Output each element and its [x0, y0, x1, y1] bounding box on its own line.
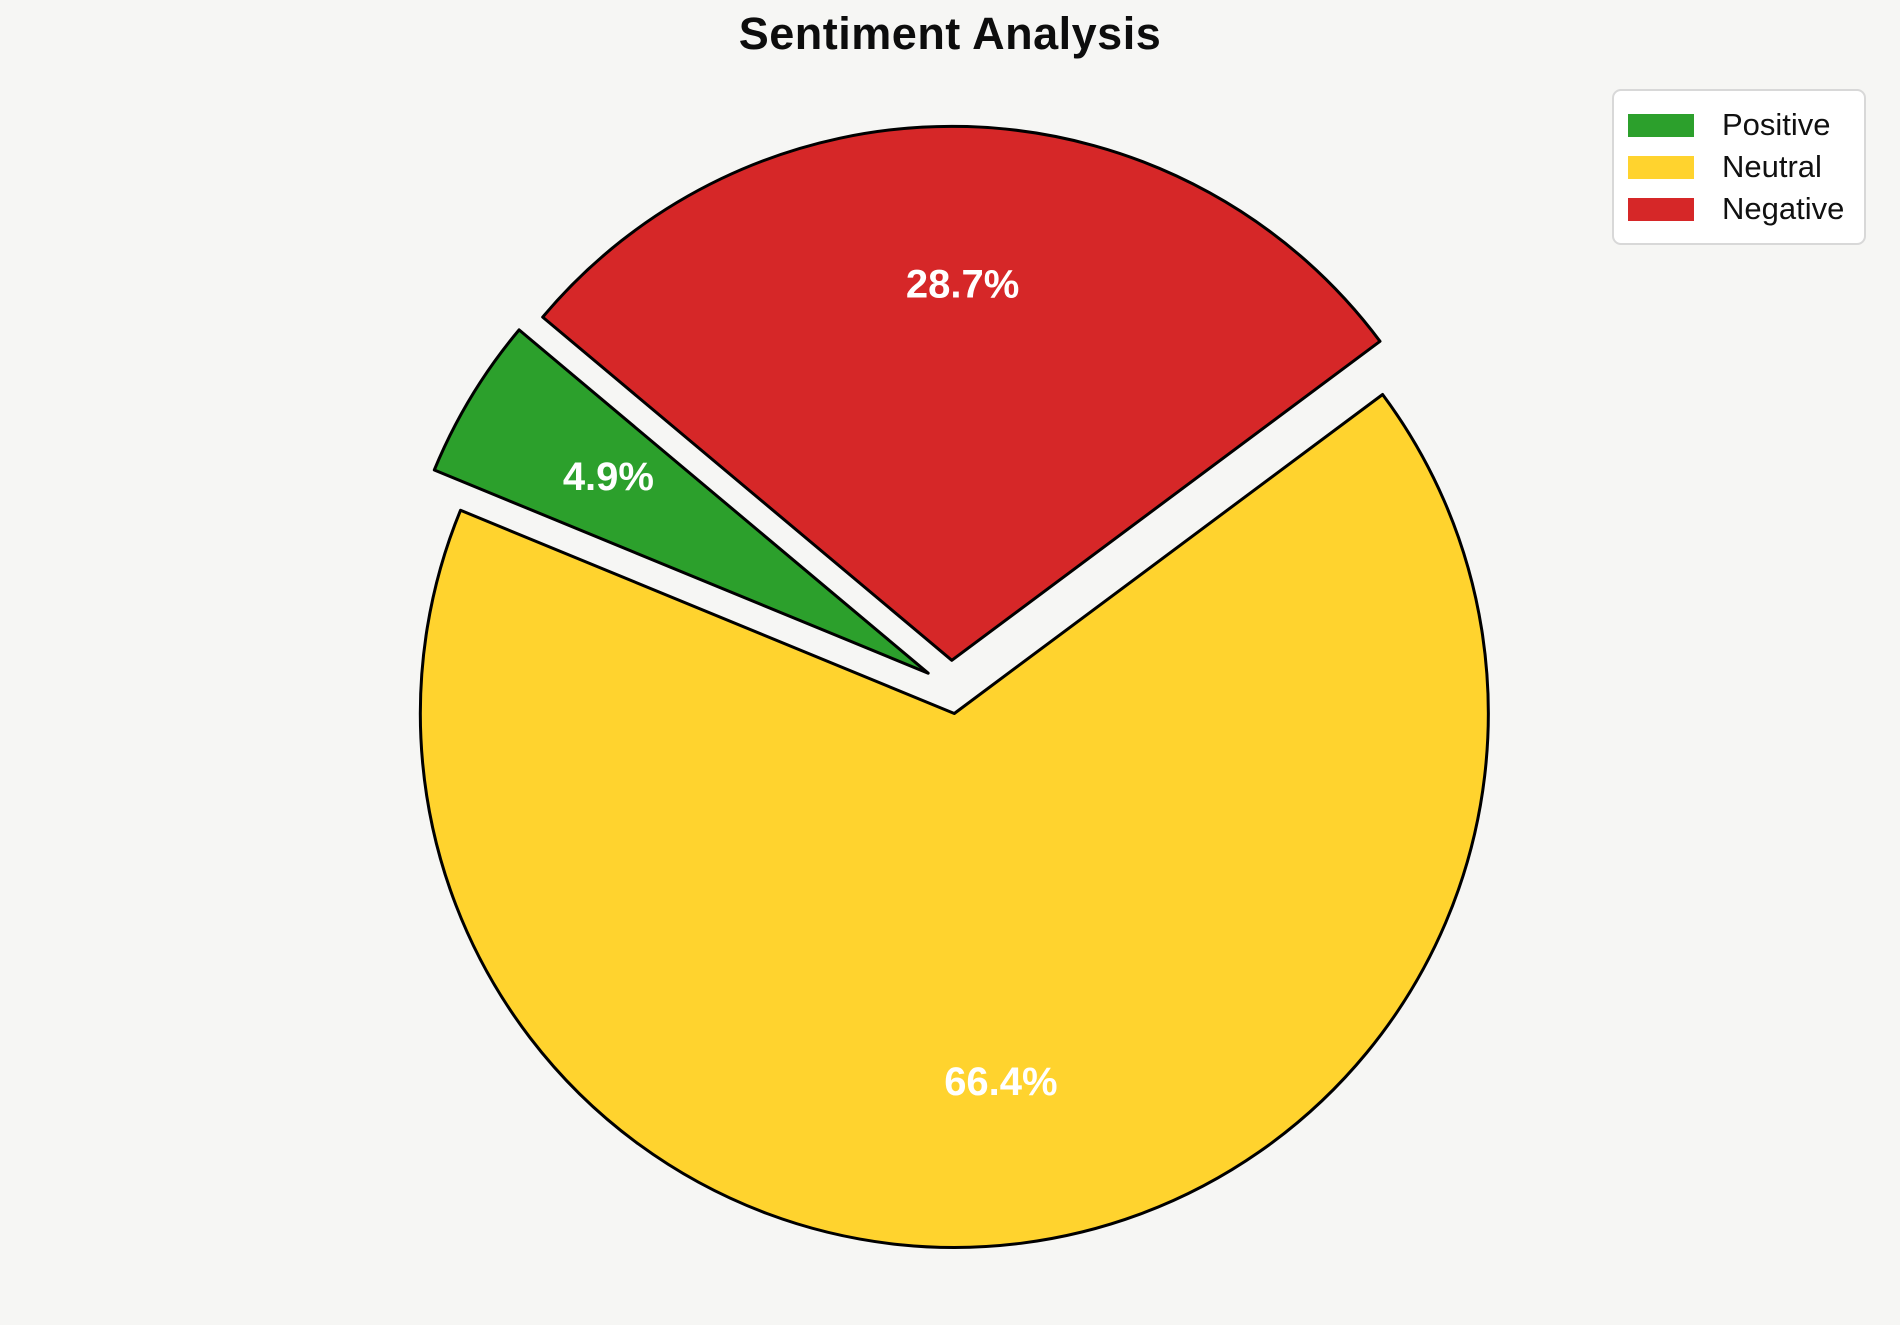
- legend-item-positive: Positive: [1628, 104, 1850, 146]
- slice-percent-label-negative: 28.7%: [906, 262, 1019, 306]
- legend-swatch-neutral: [1628, 155, 1694, 179]
- slice-percent-label-positive: 4.9%: [563, 455, 654, 499]
- pie-slice-neutral: [418, 393, 1490, 1249]
- pie-slice-negative: [541, 124, 1382, 662]
- legend: Positive Neutral Negative: [1612, 89, 1866, 245]
- legend-item-neutral: Neutral: [1628, 146, 1850, 188]
- legend-label-positive: Positive: [1722, 107, 1831, 142]
- legend-swatch-negative: [1628, 197, 1694, 221]
- legend-item-negative: Negative: [1628, 188, 1850, 230]
- legend-label-neutral: Neutral: [1722, 149, 1822, 184]
- legend-label-negative: Negative: [1722, 191, 1845, 226]
- slice-percent-label-neutral: 66.4%: [944, 1060, 1057, 1104]
- chart-title: Sentiment Analysis: [738, 8, 1162, 59]
- legend-swatch-positive: [1628, 113, 1694, 137]
- pie-slice-positive: [432, 328, 930, 675]
